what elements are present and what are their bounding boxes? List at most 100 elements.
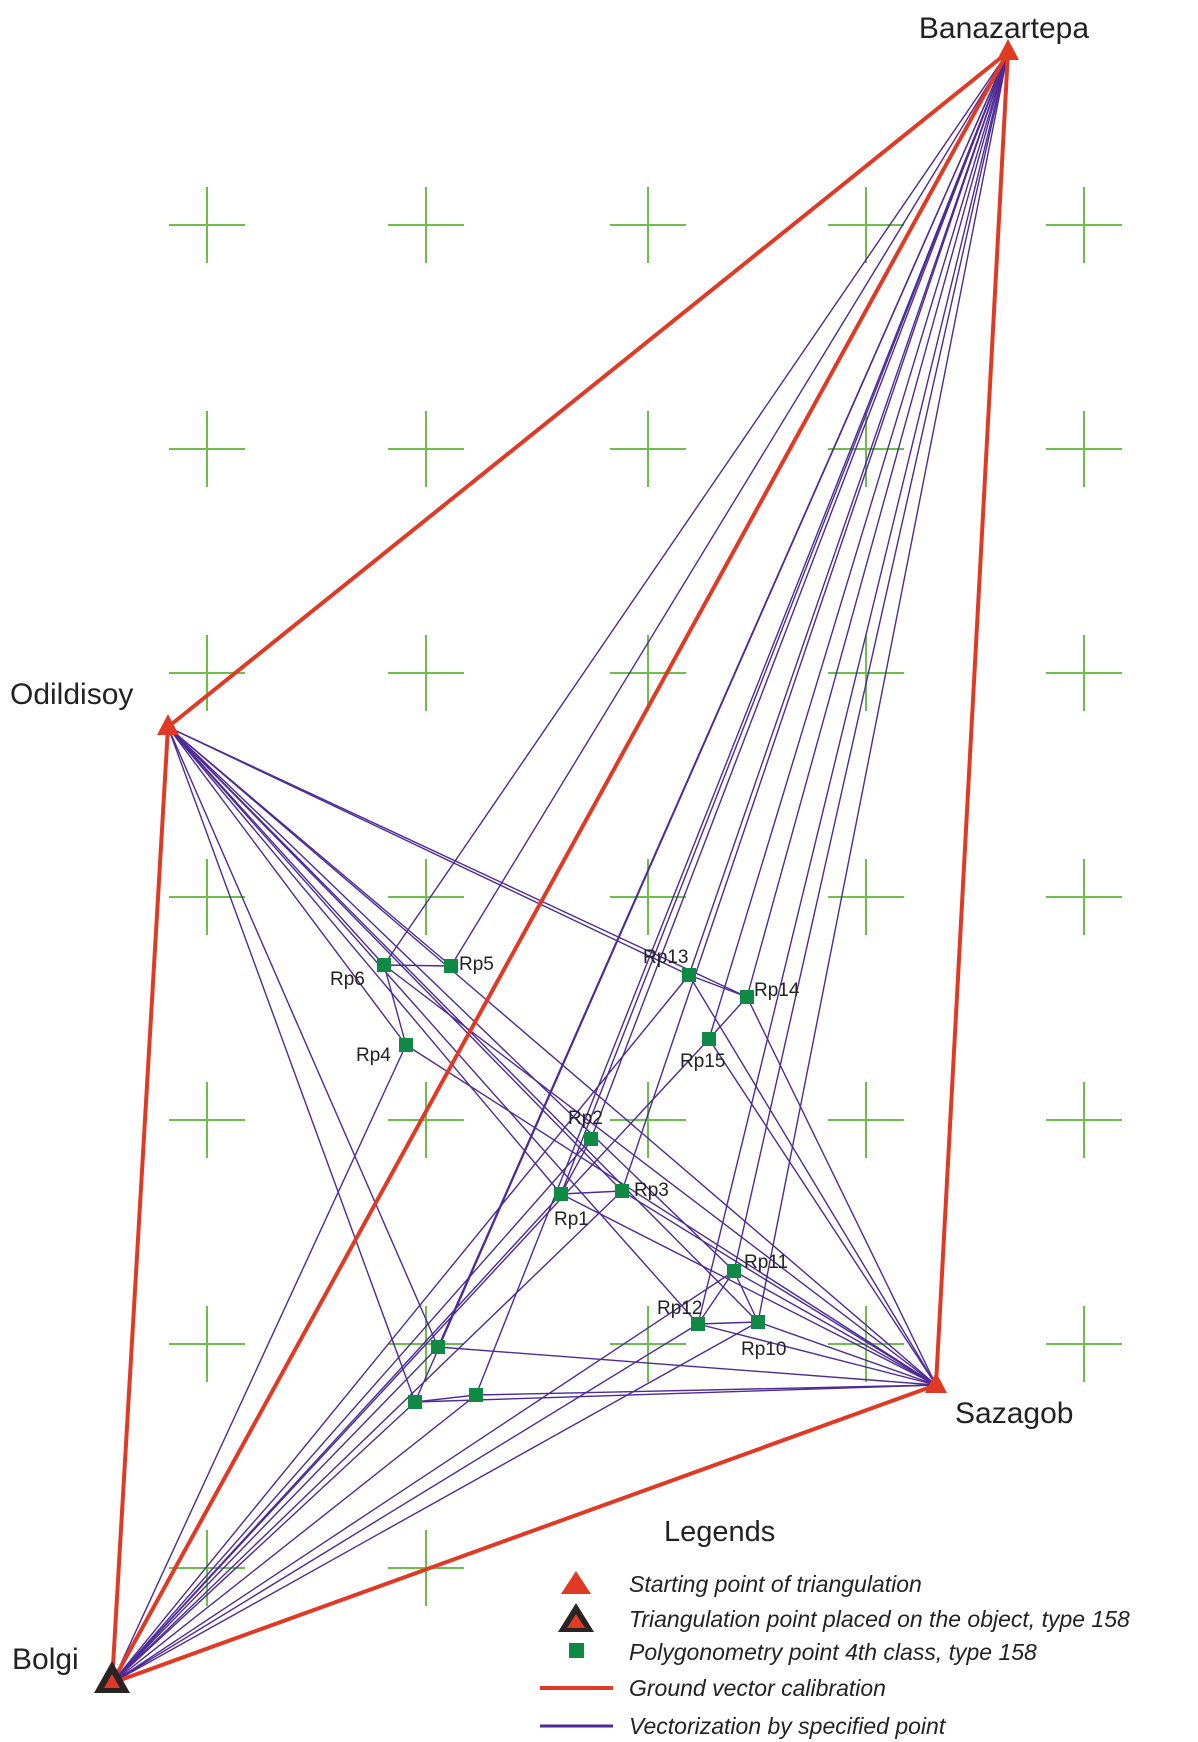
vector-line-40 [111, 1044, 407, 1684]
point-label-rp11: Rp11 [744, 1252, 788, 1273]
grid-cross-11 [388, 635, 464, 711]
vector-line-39 [414, 1384, 937, 1403]
grid-cross-4 [1046, 187, 1122, 263]
legend-object-triangle-inner-icon [567, 1614, 585, 1628]
calibration-line-3 [110, 725, 170, 1685]
polygonometry-point-rp11 [727, 1264, 741, 1278]
point-label-rp4: Rp4 [356, 1045, 391, 1066]
polygonometry-point-rp5 [444, 959, 458, 973]
vector-line-22 [167, 726, 735, 1272]
point-label-rp14: Rp14 [754, 980, 800, 1001]
point-label-rp6: Rp6 [330, 969, 365, 990]
vector-line-1 [450, 51, 1009, 967]
ground-calibration-lines [110, 50, 1010, 1685]
legend-green-square-icon [569, 1643, 584, 1658]
legend-item-object-point: Triangulation point placed on the object… [629, 1606, 1130, 1632]
vector-line-8 [733, 51, 1009, 1272]
triangulation-stations [94, 39, 1019, 1693]
vector-line-41 [111, 1138, 592, 1684]
polygonometry-point-rp1 [554, 1187, 568, 1201]
vector-line-28 [746, 996, 937, 1386]
polygonometry-point-rp6 [377, 958, 391, 972]
legend-item-ground-calibration: Ground vector calibration [629, 1675, 886, 1701]
vector-line-32 [405, 1044, 937, 1386]
station-label-sazagob: Sazagob [955, 1397, 1073, 1430]
point-label-rp1: Rp1 [554, 1209, 589, 1230]
vector-line-33 [383, 964, 937, 1386]
vector-line-61 [383, 964, 407, 1046]
grid-cross-6 [388, 411, 464, 487]
vector-line-52 [383, 964, 452, 967]
grid-cross-3 [828, 187, 904, 263]
vector-line-30 [621, 1190, 937, 1386]
station-label-bolgi: Bolgi [12, 1643, 79, 1676]
polygonometry-point-rp4 [399, 1038, 413, 1052]
polygonometry-point-rp10 [751, 1315, 765, 1329]
grid-cross-2 [610, 187, 686, 263]
polygonometry-point-rp12 [691, 1317, 705, 1331]
grid-cross-16 [388, 859, 464, 935]
vector-line-18 [167, 726, 748, 998]
vector-line-7 [560, 51, 1009, 1195]
polygonometry-point-u2 [469, 1388, 483, 1402]
grid-cross-21 [388, 1082, 464, 1158]
grid-cross-15 [169, 859, 245, 935]
vector-line-59 [733, 1270, 759, 1323]
grid-cross-1 [388, 187, 464, 263]
vector-line-57 [697, 1321, 759, 1325]
point-label-rp13: Rp13 [643, 947, 688, 968]
point-label-rp12: Rp12 [657, 1298, 702, 1319]
vector-line-26 [167, 726, 937, 1386]
vector-line-17 [167, 726, 690, 976]
legend: Legends Starting point of triangulation … [540, 1516, 1130, 1739]
grid-cross-12 [610, 635, 686, 711]
grid-cross-23 [828, 1082, 904, 1158]
vector-line-51 [111, 1193, 562, 1684]
vector-line-0 [383, 51, 1009, 966]
vector-line-42 [111, 1190, 623, 1684]
legend-item-polygonometry-point: Polygonometry point 4th class, type 158 [629, 1639, 1037, 1665]
grid-cross-7 [610, 411, 686, 487]
calibration-line-0 [166, 50, 1010, 729]
point-label-rp10: Rp10 [741, 1339, 786, 1360]
polygonometry-point-rp13 [682, 968, 696, 982]
grid-cross-30 [169, 1530, 245, 1606]
grid-cross-14 [1046, 635, 1122, 711]
polygonometry-point-u1 [431, 1340, 445, 1354]
vector-line-29 [708, 1038, 937, 1386]
vector-line-46 [111, 1321, 759, 1684]
point-label-rp2: Rp2 [568, 1108, 603, 1129]
grid-cross-29 [1046, 1306, 1122, 1382]
vector-line-3 [746, 51, 1009, 998]
station-label-odildisoy: Odildisoy [10, 678, 133, 711]
object-triangle-inner-bolgi [104, 1674, 120, 1688]
vector-line-38 [475, 1384, 937, 1396]
polygonometry-point-rp15 [702, 1032, 716, 1046]
vector-line-31 [560, 1193, 937, 1386]
vector-line-48 [111, 1346, 439, 1684]
vector-line-12 [475, 51, 1009, 1396]
calibration-line-4 [110, 50, 1010, 1685]
vector-line-50 [111, 1401, 416, 1684]
vector-line-49 [111, 1394, 477, 1684]
grid-crosses [169, 187, 1122, 1606]
legend-title: Legends [664, 1516, 775, 1548]
vector-line-6 [590, 51, 1009, 1140]
station-label-banazartepa: Banazartepa [919, 12, 1089, 45]
polygonometry-point-rp3 [615, 1184, 629, 1198]
point-label-rp5: Rp5 [459, 954, 494, 975]
grid-cross-20 [169, 1082, 245, 1158]
vector-line-53 [688, 974, 748, 998]
vector-line-55 [560, 1190, 623, 1195]
vector-line-37 [437, 1346, 937, 1386]
polygonometry-point-rp2 [584, 1132, 598, 1146]
vectorization-lines [111, 51, 1009, 1684]
vector-line-19 [167, 726, 562, 1195]
vector-line-9 [757, 51, 1009, 1323]
polygonometry-point-u3 [408, 1395, 422, 1409]
grid-cross-18 [828, 859, 904, 935]
vector-line-5 [621, 51, 1009, 1192]
vector-line-35 [757, 1321, 937, 1386]
polygonometry-point-rp14 [740, 990, 754, 1004]
